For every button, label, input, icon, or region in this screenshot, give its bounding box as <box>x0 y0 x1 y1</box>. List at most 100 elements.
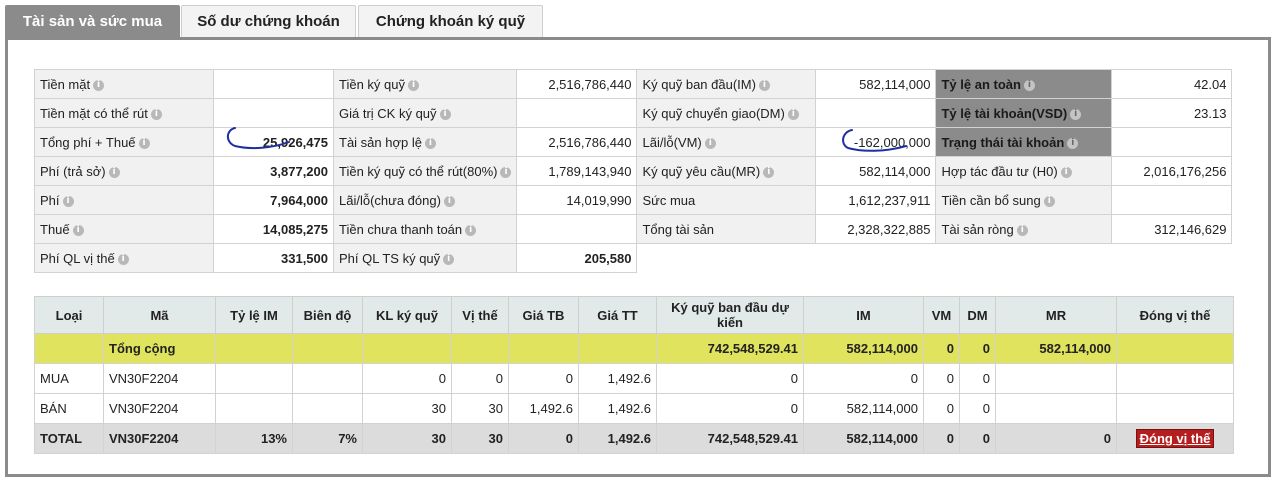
margin-asset-mgmt-fee-value: 205,580 <box>516 243 638 273</box>
initial-margin-value: 582,114,000 <box>815 69 937 99</box>
purchasing-power-value: 1,612,237,911 <box>815 185 937 215</box>
cell-position: 30 <box>451 393 509 424</box>
tax-label: Thuế i <box>34 214 214 244</box>
col-header[interactable]: Biên độ <box>292 296 363 334</box>
table-row: BÁN VN30F2204 30 30 1,492.6 1,492.6 0 58… <box>34 393 1234 424</box>
col-header[interactable]: IM <box>803 296 924 334</box>
cell-expected-im: 742,548,529.41 <box>656 333 804 364</box>
cell-close <box>1116 333 1234 364</box>
cell-expected-im: 0 <box>656 363 804 394</box>
info-icon[interactable]: i <box>443 195 455 207</box>
info-icon[interactable]: i <box>758 79 770 91</box>
cell-mr: 0 <box>995 423 1117 454</box>
margin-securities-value <box>516 98 638 128</box>
info-icon[interactable]: i <box>93 79 105 91</box>
cell-dm: 0 <box>959 333 996 364</box>
cell-im: 0 <box>803 363 924 394</box>
cell-code: VN30F2204 <box>103 393 216 424</box>
info-icon[interactable]: i <box>1067 137 1079 149</box>
col-header[interactable]: Tỷ lệ IM <box>215 296 293 334</box>
info-icon[interactable]: i <box>1070 108 1082 120</box>
info-icon[interactable]: i <box>1043 195 1055 207</box>
col-header[interactable]: MR <box>995 296 1117 334</box>
info-icon[interactable]: i <box>787 108 799 120</box>
required-margin-value: 582,114,000 <box>815 156 937 186</box>
cell-avg-price <box>508 333 579 364</box>
cash-value <box>213 69 334 99</box>
cell-expected-im: 0 <box>656 393 804 424</box>
info-icon[interactable]: i <box>443 253 455 265</box>
account-status-label: Trạng thái tài khoản i <box>935 127 1113 157</box>
cell-type: BÁN <box>34 393 104 424</box>
info-icon[interactable]: i <box>1060 166 1072 178</box>
unrealized-pnl-value: 14,019,990 <box>516 185 638 215</box>
cell-margin-qty <box>362 333 452 364</box>
summary-table: Tiền mặt i Tiền ký quỹ i 2,516,786,440 Ký … <box>34 69 1233 273</box>
total-fee-tax-label: Tổng phí + Thuế i <box>34 127 214 157</box>
investment-cooperation-label: Hợp tác đầu tư (H0) i <box>935 156 1113 186</box>
col-header[interactable]: Đóng vị thế <box>1116 296 1234 334</box>
info-icon[interactable]: i <box>150 108 162 120</box>
col-header[interactable]: Loại <box>34 296 104 334</box>
close-position-button[interactable]: Đóng vị thế <box>1135 429 1215 448</box>
cell-market-price <box>578 333 657 364</box>
cell-im-rate <box>215 333 293 364</box>
top-up-needed-label: Tiền cần bổ sung i <box>935 185 1113 215</box>
margin-asset-mgmt-fee-label: Phí QL TS ký quỹ i <box>332 243 518 273</box>
cell-margin-qty: 0 <box>362 363 452 394</box>
table-row: MUA VN30F2204 0 0 0 1,492.6 0 0 0 0 <box>34 363 1234 394</box>
summary-row: Phí i 7,964,000 Lãi/lỗ(chưa đóng) i 14,019… <box>34 185 1233 215</box>
cell-market-price: 1,492.6 <box>578 423 657 454</box>
cell-position: 0 <box>451 363 509 394</box>
col-header[interactable]: DM <box>959 296 996 334</box>
info-icon[interactable]: i <box>1023 79 1035 91</box>
summary-blank <box>636 243 1232 273</box>
info-icon[interactable]: i <box>108 166 120 178</box>
cell-position <box>451 333 509 364</box>
info-icon[interactable]: i <box>439 108 451 120</box>
cell-vm: 0 <box>923 363 960 394</box>
withdrawable-cash-label: Tiền mặt có thể rút i <box>34 98 214 128</box>
cell-vm: 0 <box>923 333 960 364</box>
info-icon[interactable]: i <box>72 224 84 236</box>
summary-row: Tiền mặt có thể rút i Giá trị CK ký quỹ i … <box>34 98 1233 128</box>
info-icon[interactable]: i <box>138 137 150 149</box>
info-icon[interactable]: i <box>1016 224 1028 236</box>
account-ratio-value: 23.13 <box>1111 98 1233 128</box>
tab-margin-securities[interactable]: Chứng khoán ký quỹ <box>358 5 543 37</box>
cell-market-price: 1,492.6 <box>578 393 657 424</box>
info-icon[interactable]: i <box>117 253 129 265</box>
delivery-margin-label: Ký quỹ chuyển giao(DM) i <box>636 98 817 128</box>
info-icon[interactable]: i <box>704 137 716 149</box>
unsettled-cash-label: Tiền chưa thanh toán i <box>332 214 518 244</box>
cell-im: 582,114,000 <box>803 393 924 424</box>
col-header[interactable]: KL ký quỹ <box>362 296 452 334</box>
cell-range: 7% <box>292 423 363 454</box>
cell-vm: 0 <box>923 393 960 424</box>
col-header[interactable]: Giá TB <box>508 296 579 334</box>
info-icon[interactable]: i <box>465 224 477 236</box>
col-header[interactable]: Giá TT <box>578 296 657 334</box>
top-up-needed-value <box>1111 185 1233 215</box>
cell-type: MUA <box>34 363 104 394</box>
tab-assets-purchasing-power[interactable]: Tài sản và sức mua <box>5 5 180 37</box>
info-icon[interactable]: i <box>763 166 775 178</box>
content-panel: Tiền mặt i Tiền ký quỹ i 2,516,786,440 Ký … <box>5 37 1271 477</box>
unrealized-pnl-label: Lãi/lỗ(chưa đóng) i <box>332 185 518 215</box>
col-header[interactable]: Mã <box>103 296 216 334</box>
info-icon[interactable]: i <box>62 195 74 207</box>
summary-row: Phí (trả sở) i 3,877,200 Tiền ký quỹ có t… <box>34 156 1233 186</box>
tab-securities-balance[interactable]: Số dư chứng khoán <box>181 5 356 37</box>
fee-label: Phí i <box>34 185 214 215</box>
summary-row: Phí QL vị thế i 331,500 Phí QL TS ký quỹ i… <box>34 243 1232 273</box>
info-icon[interactable]: i <box>408 79 419 91</box>
info-icon[interactable]: i <box>424 137 436 149</box>
info-icon[interactable]: i <box>500 166 512 178</box>
col-header[interactable]: Ký quỹ ban đầu dự kiến <box>656 296 804 334</box>
required-margin-label: Ký quỹ yêu cầu(MR) i <box>636 156 817 186</box>
exchange-fee-value: 3,877,200 <box>213 156 334 186</box>
col-header[interactable]: VM <box>923 296 960 334</box>
margin-securities-value-label: Giá trị CK ký quỹ i <box>332 98 518 128</box>
withdrawable-cash-value <box>213 98 334 128</box>
col-header[interactable]: Vị thế <box>451 296 509 334</box>
